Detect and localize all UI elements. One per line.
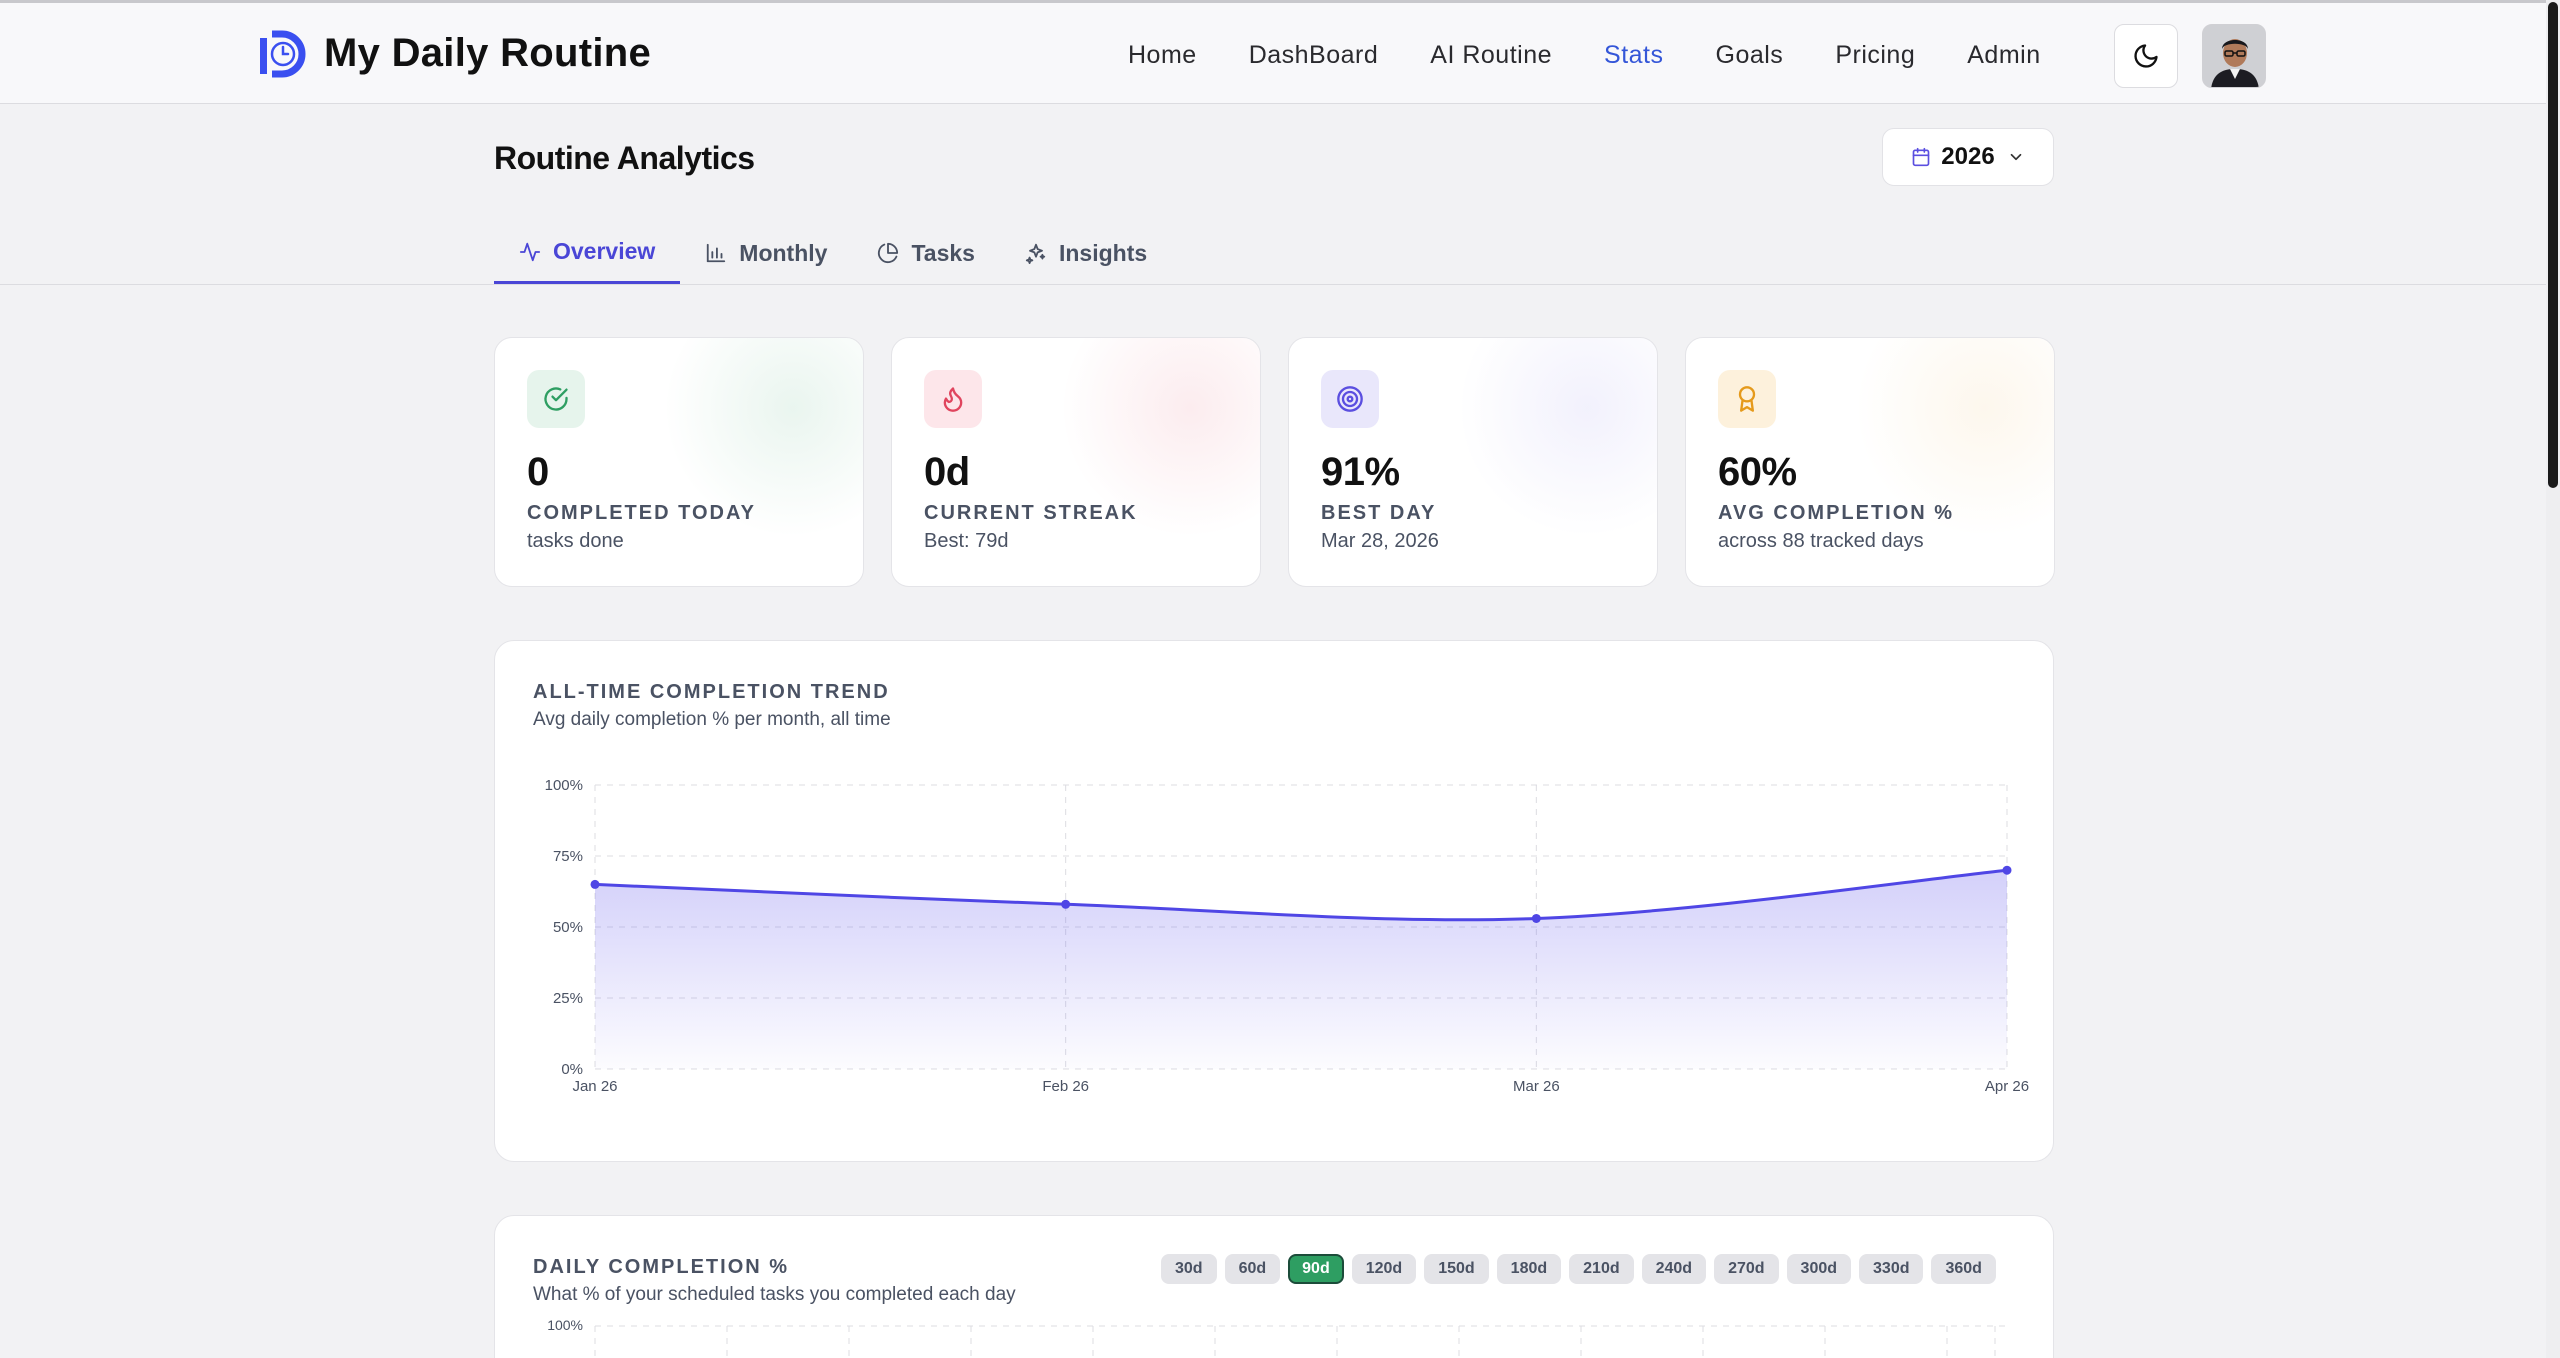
scrollbar-thumb[interactable] <box>2548 2 2558 488</box>
stat-value: 60% <box>1718 450 1797 494</box>
range-button-300d[interactable]: 300d <box>1786 1254 1852 1284</box>
range-button-150d[interactable]: 150d <box>1424 1254 1489 1284</box>
tab-label: Tasks <box>911 239 975 266</box>
tabs-divider <box>0 284 2546 285</box>
tab-overview[interactable]: Overview <box>494 222 681 284</box>
stat-value: 0d <box>924 450 970 494</box>
trend-point <box>1061 899 1071 909</box>
analytics-tabs: Overview Monthly Tasks Insights <box>494 222 1172 284</box>
nav-link-ai-routine[interactable]: AI Routine <box>1430 40 1553 69</box>
nav-link-goals[interactable]: Goals <box>1715 40 1784 69</box>
tab-label: Insights <box>1058 239 1148 266</box>
y-tick-label: 25% <box>553 990 583 1007</box>
user-avatar[interactable] <box>2202 24 2266 88</box>
y-tick-label: 50% <box>553 919 583 936</box>
tab-insights[interactable]: Insights <box>1000 222 1172 284</box>
trend-point <box>2002 865 2012 875</box>
x-tick-label: Feb 26 <box>1042 1078 1089 1095</box>
range-button-120d[interactable]: 120d <box>1351 1254 1417 1284</box>
nav-links: Home DashBoard AI Routine Stats Goals Pr… <box>1128 3 2093 107</box>
trend-area-fill <box>595 870 2007 1069</box>
range-button-330d[interactable]: 330d <box>1859 1254 1924 1284</box>
stat-value: 0 <box>527 450 549 494</box>
y-tick-label: 75% <box>553 848 583 865</box>
target-icon <box>1321 370 1379 428</box>
range-button-360d[interactable]: 360d <box>1931 1254 1996 1284</box>
nav-link-pricing[interactable]: Pricing <box>1835 40 1916 69</box>
range-button-210d[interactable]: 210d <box>1569 1254 1634 1284</box>
stat-card-completed-today: 0 COMPLETED TODAY tasks done <box>494 337 864 587</box>
nav-link-admin[interactable]: Admin <box>1967 40 2041 69</box>
range-button-90d[interactable]: 90d <box>1288 1254 1344 1284</box>
range-button-180d[interactable]: 180d <box>1496 1254 1562 1284</box>
year-select[interactable]: 2026 <box>1882 128 2054 186</box>
stat-card-current-streak: 0d CURRENT STREAK Best: 79d <box>891 337 1261 587</box>
nav-link-home[interactable]: Home <box>1128 40 1197 69</box>
x-tick-label: Jan 26 <box>572 1078 617 1095</box>
daily-completion-panel: DAILY COMPLETION % What % of your schedu… <box>494 1215 2054 1358</box>
x-tick-label: Mar 26 <box>1513 1078 1560 1095</box>
stat-card-best-day: 91% BEST DAY Mar 28, 2026 <box>1288 337 1658 587</box>
calendar-icon <box>1912 147 1930 167</box>
tab-label: Monthly <box>739 239 828 266</box>
chevron-down-icon <box>2010 153 2022 161</box>
daily-chart: 100% <box>547 1317 2007 1358</box>
range-button-60d[interactable]: 60d <box>1224 1254 1281 1284</box>
moon-icon <box>2134 44 2158 68</box>
stat-subtext: Mar 28, 2026 <box>1321 530 1439 552</box>
stat-card-avg-completion: 60% AVG COMPLETION % across 88 tracked d… <box>1685 337 2055 587</box>
navbar: My Daily Routine Home DashBoard AI Routi… <box>0 0 2560 104</box>
y-tick-label: 0% <box>561 1061 583 1078</box>
page-title: Routine Analytics <box>494 140 755 176</box>
trend-point <box>590 879 600 889</box>
year-select-value: 2026 <box>1941 143 1995 170</box>
daily-chart-title: DAILY COMPLETION % <box>533 1256 790 1278</box>
range-button-240d[interactable]: 240d <box>1641 1254 1707 1284</box>
y-tick-label: 100% <box>545 777 583 794</box>
tab-tasks[interactable]: Tasks <box>852 222 1000 284</box>
trend-chart: 0% 25% 50% 75% 100% Jan 26 Feb 26 Mar 26 Apr 26 <box>545 777 2029 1095</box>
pie-chart-icon <box>878 242 899 263</box>
stat-label: CURRENT STREAK <box>924 502 1138 524</box>
award-icon <box>1718 370 1776 428</box>
activity-icon <box>519 242 541 261</box>
bar-chart-icon <box>707 243 726 263</box>
nav-link-dashboard[interactable]: DashBoard <box>1248 40 1379 69</box>
flame-icon <box>924 370 982 428</box>
trend-chart-title: ALL-TIME COMPLETION TREND <box>533 681 890 703</box>
trend-chart-panel: ALL-TIME COMPLETION TREND Avg daily comp… <box>494 640 2054 1162</box>
theme-toggle-button[interactable] <box>2114 24 2178 88</box>
sparkles-icon <box>1025 243 1046 264</box>
range-selector: 30d 60d 90d 120d 150d 180d 210d 240d 270d 300d 330… <box>1161 1254 2004 1284</box>
x-tick-label: Apr 26 <box>1985 1078 2029 1095</box>
card-glow <box>1457 338 1657 538</box>
trend-point <box>1531 913 1541 923</box>
page-scrollbar[interactable] <box>2546 0 2560 1358</box>
daily-chart-subtitle: What % of your scheduled tasks you compl… <box>533 1284 1016 1305</box>
stat-label: COMPLETED TODAY <box>527 502 756 524</box>
tab-label: Overview <box>553 238 656 264</box>
app-logo-icon <box>256 25 308 81</box>
stat-value: 91% <box>1321 450 1400 494</box>
y-tick-label: 100% <box>547 1317 583 1333</box>
stat-label: BEST DAY <box>1321 502 1437 524</box>
check-circle-icon <box>527 370 585 428</box>
trend-line <box>594 868 2008 922</box>
stat-subtext: Best: 79d <box>924 530 1009 552</box>
stat-subtext: tasks done <box>527 530 624 552</box>
nav-link-stats[interactable]: Stats <box>1604 40 1664 69</box>
stat-subtext: across 88 tracked days <box>1718 530 1924 552</box>
tab-monthly[interactable]: Monthly <box>680 222 852 284</box>
brand[interactable]: My Daily Routine <box>256 25 651 81</box>
range-button-270d[interactable]: 270d <box>1714 1254 1779 1284</box>
trend-chart-subtitle: Avg daily completion % per month, all ti… <box>533 709 891 730</box>
range-button-30d[interactable]: 30d <box>1161 1254 1217 1284</box>
app-title: My Daily Routine <box>324 30 652 75</box>
stat-label: AVG COMPLETION % <box>1718 502 1955 524</box>
